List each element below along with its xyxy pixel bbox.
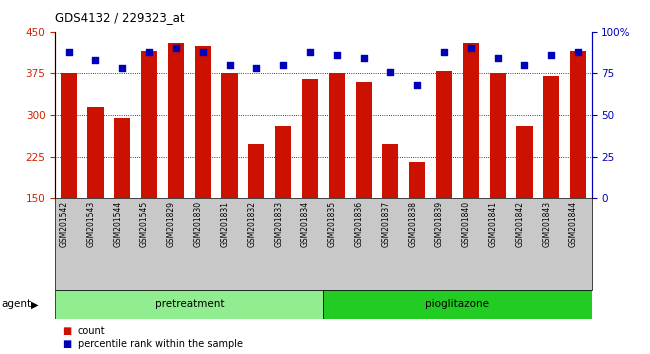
Point [117, 65, 127, 71]
Text: GSM201844: GSM201844 [569, 201, 578, 247]
Point [385, 69, 396, 75]
Point [224, 62, 235, 68]
Bar [356, 82, 372, 198]
Text: ■: ■ [62, 326, 71, 336]
Bar [489, 74, 506, 198]
Point [358, 56, 369, 61]
Point [573, 49, 583, 55]
Text: ■: ■ [62, 339, 71, 349]
Text: GSM201841: GSM201841 [489, 201, 498, 247]
Text: count: count [78, 326, 105, 336]
Bar [114, 118, 130, 198]
Text: GSM201832: GSM201832 [248, 201, 256, 247]
Text: pretreatment: pretreatment [155, 299, 224, 309]
Text: ▶: ▶ [31, 299, 39, 309]
Bar [382, 144, 398, 198]
Point [493, 56, 503, 61]
Point [412, 82, 423, 88]
Bar [516, 126, 532, 198]
Bar [436, 71, 452, 198]
Point [519, 62, 530, 68]
Point [278, 62, 289, 68]
Text: GSM201843: GSM201843 [542, 201, 551, 247]
Point [64, 49, 74, 55]
Text: GSM201833: GSM201833 [274, 201, 283, 247]
Bar [60, 74, 77, 198]
Bar [275, 126, 291, 198]
Point [144, 49, 154, 55]
Point [439, 49, 449, 55]
Text: GSM201542: GSM201542 [60, 201, 69, 247]
Point [251, 65, 261, 71]
Bar [410, 162, 425, 198]
Text: GSM201544: GSM201544 [113, 201, 122, 247]
Text: GSM201837: GSM201837 [382, 201, 391, 247]
Text: GSM201835: GSM201835 [328, 201, 337, 247]
Text: GSM201840: GSM201840 [462, 201, 471, 247]
Bar [570, 51, 586, 198]
Bar [543, 76, 559, 198]
Point [332, 52, 342, 58]
Bar [302, 79, 318, 198]
Text: pioglitazone: pioglitazone [426, 299, 489, 309]
Text: GDS4132 / 229323_at: GDS4132 / 229323_at [55, 11, 185, 24]
Text: percentile rank within the sample: percentile rank within the sample [78, 339, 243, 349]
Text: GSM201838: GSM201838 [408, 201, 417, 247]
Text: GSM201830: GSM201830 [194, 201, 203, 247]
Text: GSM201545: GSM201545 [140, 201, 149, 247]
Bar [463, 43, 479, 198]
Point [198, 49, 208, 55]
Text: GSM201829: GSM201829 [167, 201, 176, 247]
Text: GSM201831: GSM201831 [220, 201, 229, 247]
Text: GSM201543: GSM201543 [86, 201, 96, 247]
Bar [248, 144, 265, 198]
Bar [324, 290, 592, 319]
Bar [55, 290, 324, 319]
Text: GSM201834: GSM201834 [301, 201, 310, 247]
Bar [87, 107, 103, 198]
Bar [195, 46, 211, 198]
Text: agent: agent [1, 299, 31, 309]
Bar [222, 74, 238, 198]
Point [305, 49, 315, 55]
Point [171, 46, 181, 51]
Text: GSM201842: GSM201842 [515, 201, 525, 247]
Point [465, 46, 476, 51]
Point [90, 57, 101, 63]
Bar [141, 51, 157, 198]
Text: GSM201839: GSM201839 [435, 201, 444, 247]
Bar [329, 74, 344, 198]
Point [546, 52, 556, 58]
Bar [168, 43, 184, 198]
Text: GSM201836: GSM201836 [355, 201, 363, 247]
